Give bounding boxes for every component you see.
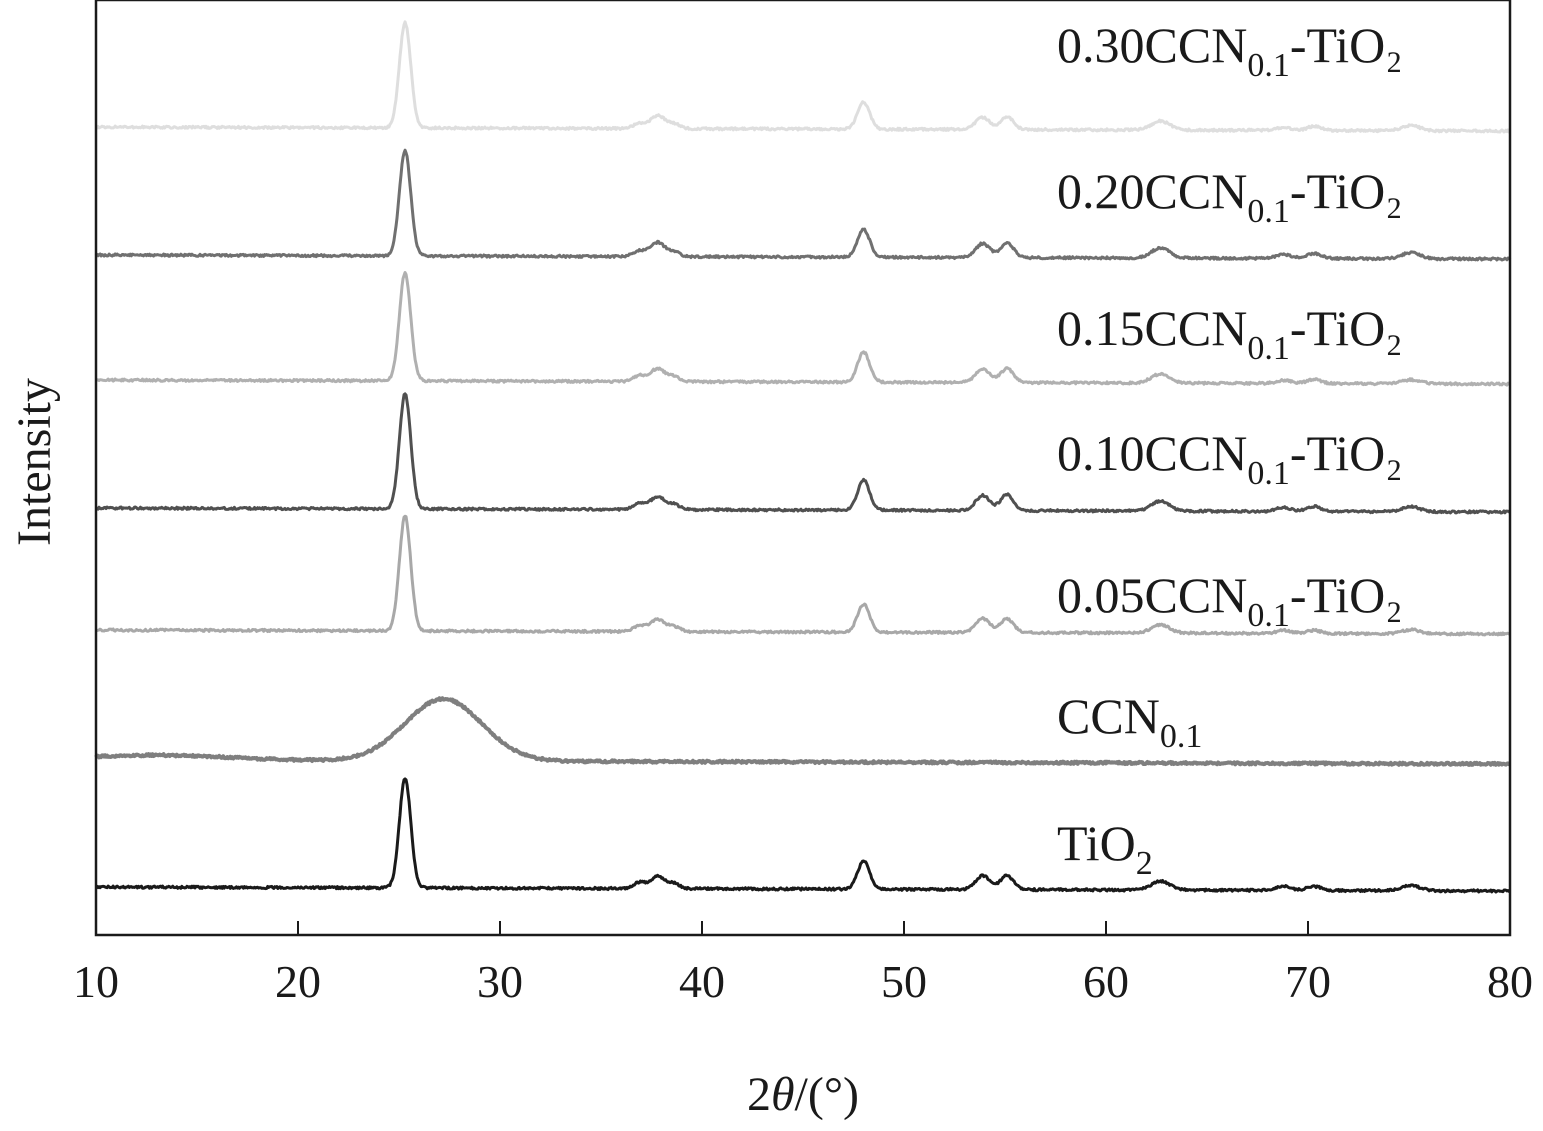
x-tick-label: 30 (477, 956, 523, 1007)
series-label-tail: -TiO₂ (1290, 17, 1403, 73)
series-label-tail: -TiO₂ (1290, 300, 1403, 356)
x-axis-title: 2θ/(°) (747, 1068, 859, 1121)
x-ticks: 10 20 30 40 50 60 70 80 (73, 921, 1533, 1007)
series-line (95, 392, 1512, 515)
series-label: TiO2 (1057, 815, 1153, 882)
series-label: 0.30CCN0.1-TiO₂ (1057, 17, 1403, 84)
x-tick-label: 10 (73, 956, 119, 1007)
series-labels: TiO2CCN0.10.05CCN0.1-TiO₂0.10CCN0.1-TiO₂… (1057, 17, 1403, 882)
series-label-tail: -TiO₂ (1290, 567, 1403, 623)
x-tick-label: 70 (1285, 956, 1331, 1007)
series-label-sub: 0.1 (1247, 193, 1290, 230)
x-axis-title-prefix: 2 (747, 1068, 771, 1121)
series-line (94, 148, 1512, 262)
series-label: 0.15CCN0.1-TiO₂ (1057, 300, 1403, 367)
series-label: 0.20CCN0.1-TiO₂ (1057, 163, 1403, 230)
x-tick-label: 80 (1487, 956, 1533, 1007)
series-label-main: 0.10CCN (1057, 425, 1247, 481)
series-label: CCN0.1 (1057, 688, 1202, 755)
x-tick-label: 50 (881, 956, 927, 1007)
series-label-main: 0.15CCN (1057, 300, 1247, 356)
series-label: 0.05CCN0.1-TiO₂ (1057, 567, 1403, 634)
x-tick-label: 40 (679, 956, 725, 1007)
series-line (94, 696, 1511, 767)
series-label-main: 0.20CCN (1057, 163, 1247, 219)
series-label-tail: -TiO₂ (1290, 163, 1403, 219)
series-label-sub: 0.1 (1160, 718, 1203, 755)
traces-group (94, 20, 1512, 894)
series-label-tail: -TiO₂ (1290, 425, 1403, 481)
plot-frame (94, 0, 1512, 937)
series-label: 0.10CCN0.1-TiO₂ (1057, 425, 1403, 492)
series-label-sub: 0.1 (1247, 597, 1290, 634)
series-label-main: CCN (1057, 688, 1160, 744)
series-line (95, 514, 1511, 637)
series-line (94, 271, 1512, 387)
series-label-sub: 2 (1136, 845, 1153, 882)
x-tick-label: 20 (275, 956, 321, 1007)
series-line (94, 777, 1511, 894)
series-label-sub: 0.1 (1247, 330, 1290, 367)
series-label-main: 0.05CCN (1057, 567, 1247, 623)
x-tick-label: 60 (1083, 956, 1129, 1007)
x-axis-title-var: θ (771, 1068, 795, 1121)
series-label-sub: 0.1 (1247, 455, 1290, 492)
series-line (95, 20, 1511, 134)
series-label-sub: 0.1 (1247, 47, 1290, 84)
x-axis-title-suffix: /(°) (795, 1068, 860, 1121)
y-axis-title: Intensity (8, 378, 61, 546)
series-label-main: 0.30CCN (1057, 17, 1247, 73)
series-label-main: TiO (1057, 815, 1136, 871)
